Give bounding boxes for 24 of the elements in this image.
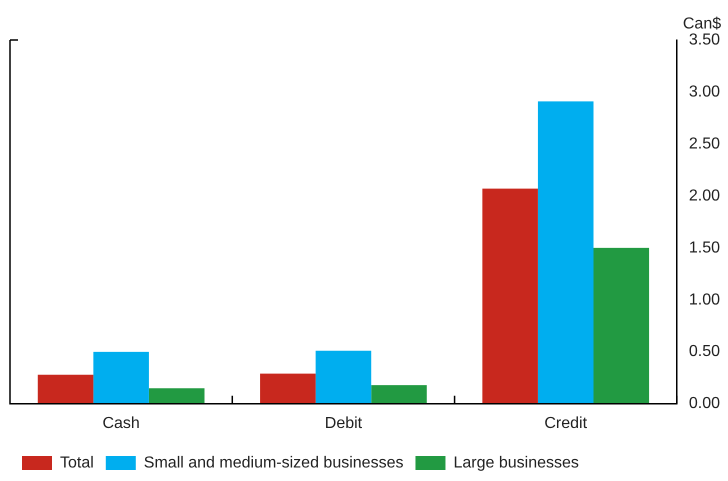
bar	[594, 248, 650, 404]
y-tick-label: 1.50	[688, 239, 720, 256]
bar	[260, 374, 316, 404]
bar	[148, 388, 204, 404]
legend-label: Small and medium-sized businesses	[144, 454, 404, 472]
bar	[38, 374, 94, 404]
y-tick-label: 0.50	[688, 343, 720, 360]
y-tick-label: 2.50	[688, 135, 720, 152]
bar	[371, 385, 427, 404]
legend-label: Large businesses	[453, 454, 579, 472]
x-tick-label: Credit	[544, 414, 588, 432]
y-tick-label: 3.50	[688, 31, 720, 48]
bar	[316, 350, 372, 404]
y-tick-label: 1.00	[688, 291, 720, 308]
y-tick-label: 3.00	[688, 83, 720, 100]
y-tick-label: 2.00	[688, 187, 720, 204]
bar	[538, 101, 594, 404]
y-tick-label: 0.00	[688, 395, 720, 412]
y-axis-title: Can$	[682, 15, 722, 32]
legend-label: Total	[60, 454, 94, 472]
bar	[93, 352, 149, 404]
bar	[482, 188, 538, 404]
x-tick-label: Cash	[102, 414, 140, 432]
x-tick-label: Debit	[324, 414, 363, 432]
